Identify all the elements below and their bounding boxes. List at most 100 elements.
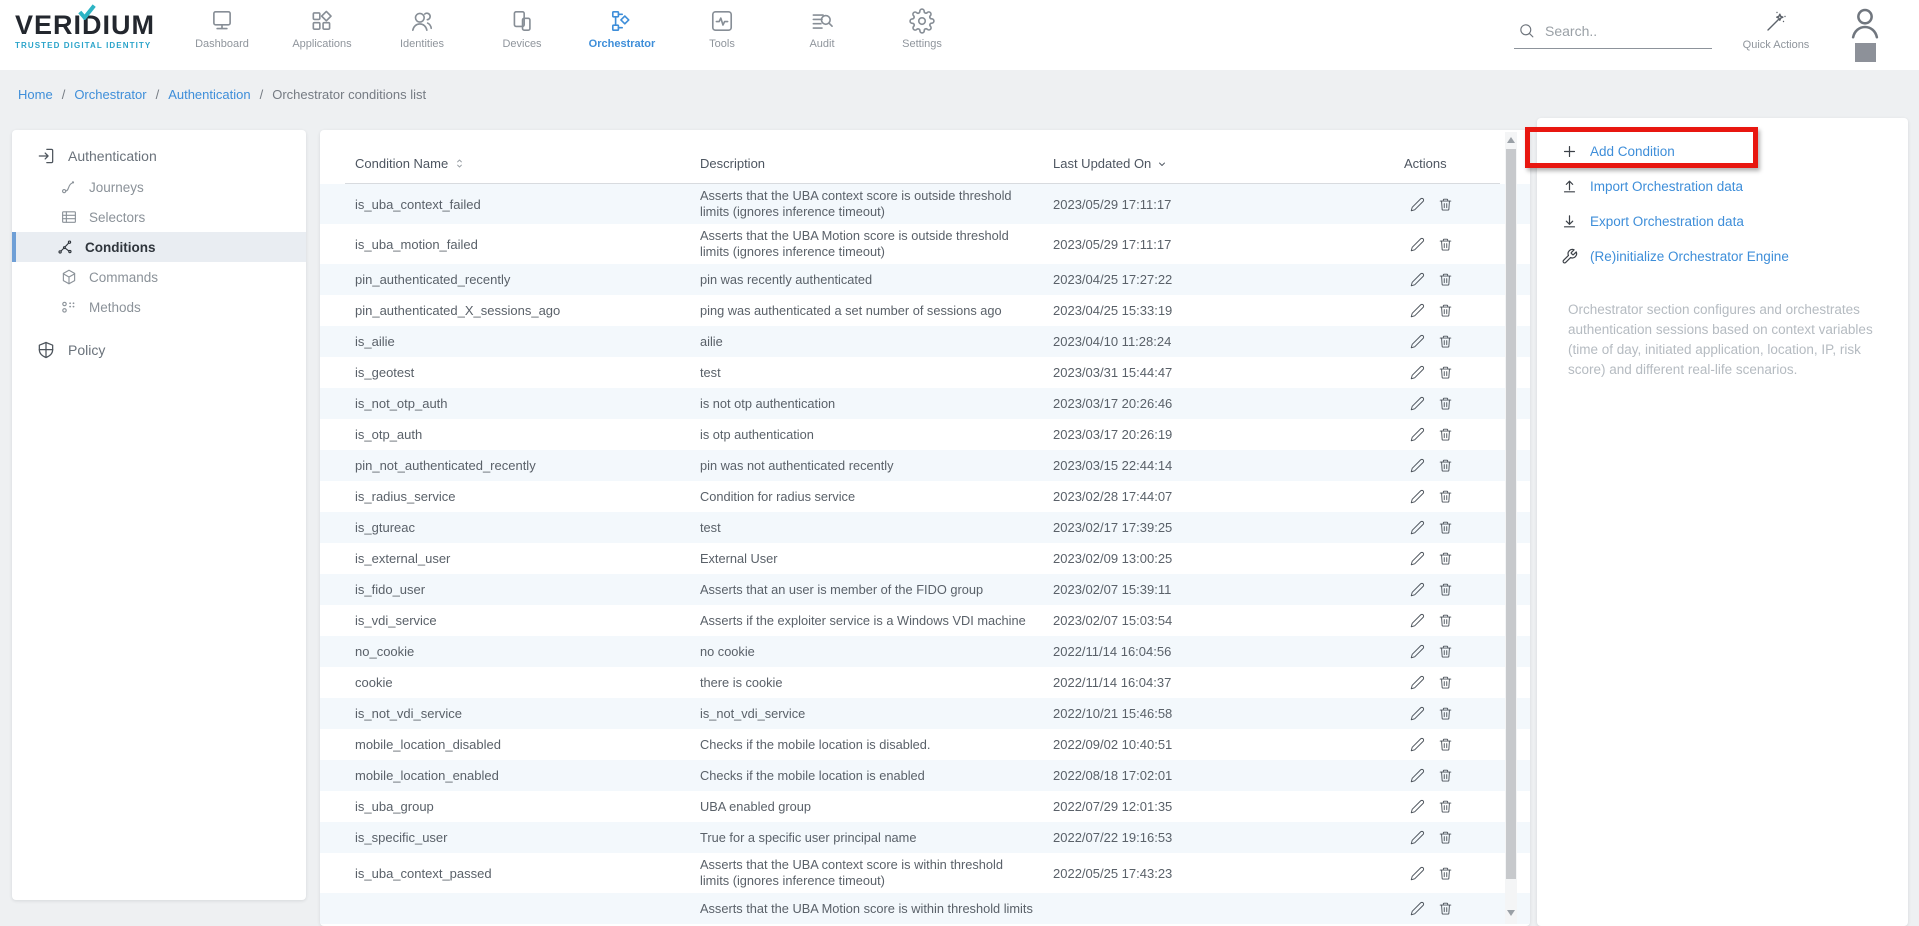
delete-button[interactable] [1438, 582, 1453, 597]
delete-button[interactable] [1438, 272, 1453, 287]
nav-item-identities[interactable]: Identities [372, 8, 472, 50]
edit-button[interactable] [1410, 197, 1425, 212]
table-row: is_not_otp_auth is not otp authenticatio… [320, 388, 1530, 419]
pencil-icon [1410, 613, 1425, 628]
sidebar-section-policy[interactable]: Policy [12, 334, 306, 366]
panel-action-import-orchestration-data[interactable]: Import Orchestration data [1537, 169, 1908, 204]
trash-icon [1439, 198, 1452, 211]
delete-button[interactable] [1438, 644, 1453, 659]
delete-button[interactable] [1438, 520, 1453, 535]
nav-item-settings[interactable]: Settings [872, 8, 972, 50]
pencil-icon [1410, 458, 1425, 473]
search-input[interactable] [1545, 22, 1695, 39]
pencil-icon [1410, 237, 1425, 251]
edit-button[interactable] [1410, 768, 1425, 783]
nav-item-applications[interactable]: Applications [272, 8, 372, 50]
nav-item-tools[interactable]: Tools [672, 8, 772, 50]
edit-button[interactable] [1410, 799, 1425, 814]
edit-button[interactable] [1410, 613, 1425, 628]
breadcrumb-link-authentication[interactable]: Authentication [168, 86, 251, 102]
column-header-last-updated-on[interactable]: Last Updated On [1053, 156, 1404, 171]
edit-button[interactable] [1410, 427, 1425, 442]
edit-button[interactable] [1410, 901, 1425, 916]
edit-button[interactable] [1410, 458, 1425, 473]
delete-button[interactable] [1438, 768, 1453, 783]
delete-button[interactable] [1438, 706, 1453, 721]
nav-item-audit[interactable]: Audit [772, 8, 872, 50]
delete-button[interactable] [1438, 237, 1453, 252]
delete-button[interactable] [1438, 830, 1453, 845]
edit-button[interactable] [1410, 644, 1425, 659]
delete-button[interactable] [1438, 901, 1453, 916]
edit-button[interactable] [1410, 830, 1425, 845]
delete-button[interactable] [1438, 197, 1453, 212]
brand-logo[interactable]: VERIDIUM TRUSTED DIGITAL IDENTITY [15, 4, 165, 50]
pencil-icon [1410, 799, 1425, 814]
column-header-actions[interactable]: Actions [1404, 156, 1485, 171]
edit-button[interactable] [1410, 737, 1425, 752]
sidebar-item-conditions[interactable]: Conditions [12, 232, 306, 262]
edit-button[interactable] [1410, 489, 1425, 504]
delete-button[interactable] [1438, 866, 1453, 881]
edit-button[interactable] [1410, 272, 1425, 287]
delete-button[interactable] [1438, 675, 1453, 690]
delete-button[interactable] [1438, 613, 1453, 628]
delete-button[interactable] [1438, 458, 1453, 473]
actions-cell [1404, 303, 1485, 318]
quick-actions-button[interactable]: Quick Actions [1738, 10, 1814, 51]
edit-button[interactable] [1410, 396, 1425, 411]
table-row: is_uba_motion_failed Asserts that the UB… [320, 224, 1530, 264]
scrollbar-down-arrow[interactable] [1507, 910, 1515, 916]
panel-action-add-condition[interactable]: Add Condition [1537, 134, 1908, 169]
user-avatar-button[interactable] [1843, 4, 1887, 62]
pencil-icon [1410, 737, 1425, 752]
delete-button[interactable] [1438, 365, 1453, 380]
actions-cell [1404, 799, 1485, 814]
description-cell: Asserts that the UBA Motion score is out… [700, 228, 1009, 259]
description-cell: UBA enabled group [700, 798, 811, 814]
description-cell: Asserts that the UBA Motion score is wit… [700, 900, 1033, 916]
sidebar-gap [12, 322, 306, 334]
magic-wand-icon [1767, 11, 1786, 31]
column-header-condition-name[interactable]: Condition Name [355, 156, 700, 171]
table-scrollbar[interactable] [1505, 132, 1517, 924]
delete-button[interactable] [1438, 427, 1453, 442]
delete-button[interactable] [1438, 489, 1453, 504]
edit-button[interactable] [1410, 237, 1425, 252]
sidebar-item-selectors[interactable]: Selectors [12, 202, 306, 232]
description-cell: Asserts that the UBA context score is ou… [700, 188, 1012, 219]
edit-button[interactable] [1410, 675, 1425, 690]
last-updated-cell: 2023/04/25 15:33:19 [1053, 303, 1173, 318]
edit-button[interactable] [1410, 582, 1425, 597]
edit-button[interactable] [1410, 551, 1425, 566]
delete-button[interactable] [1438, 551, 1453, 566]
delete-button[interactable] [1438, 396, 1453, 411]
sidebar-item-commands[interactable]: Commands [12, 262, 306, 292]
actions-cell [1404, 237, 1485, 252]
last-updated-cell: 2023/05/29 17:11:17 [1053, 236, 1172, 252]
nav-item-dashboard[interactable]: Dashboard [172, 8, 272, 50]
edit-button[interactable] [1410, 303, 1425, 318]
breadcrumb-link-home[interactable]: Home [18, 86, 53, 102]
edit-button[interactable] [1410, 520, 1425, 535]
sidebar-item-methods[interactable]: Methods [12, 292, 306, 322]
column-header-description[interactable]: Description [700, 156, 1053, 171]
sidebar-item-journeys[interactable]: Journeys [12, 172, 306, 202]
edit-button[interactable] [1410, 334, 1425, 349]
sidebar-section-authentication[interactable]: Authentication [12, 140, 306, 172]
delete-button[interactable] [1438, 303, 1453, 318]
edit-button[interactable] [1410, 365, 1425, 380]
scrollbar-up-arrow[interactable] [1507, 137, 1515, 143]
panel-action-export-orchestration-data[interactable]: Export Orchestration data [1537, 204, 1908, 239]
delete-button[interactable] [1438, 737, 1453, 752]
edit-button[interactable] [1410, 706, 1425, 721]
breadcrumb-link-orchestrator[interactable]: Orchestrator [74, 86, 147, 102]
edit-button[interactable] [1410, 866, 1425, 881]
scrollbar-thumb[interactable] [1506, 149, 1516, 879]
trash-icon [1439, 583, 1452, 596]
delete-button[interactable] [1438, 334, 1453, 349]
panel-action-re-initialize-orchestrator-engine[interactable]: (Re)initialize Orchestrator Engine [1537, 239, 1908, 274]
nav-item-devices[interactable]: Devices [472, 8, 572, 50]
nav-item-orchestrator[interactable]: Orchestrator [572, 8, 672, 50]
delete-button[interactable] [1438, 799, 1453, 814]
